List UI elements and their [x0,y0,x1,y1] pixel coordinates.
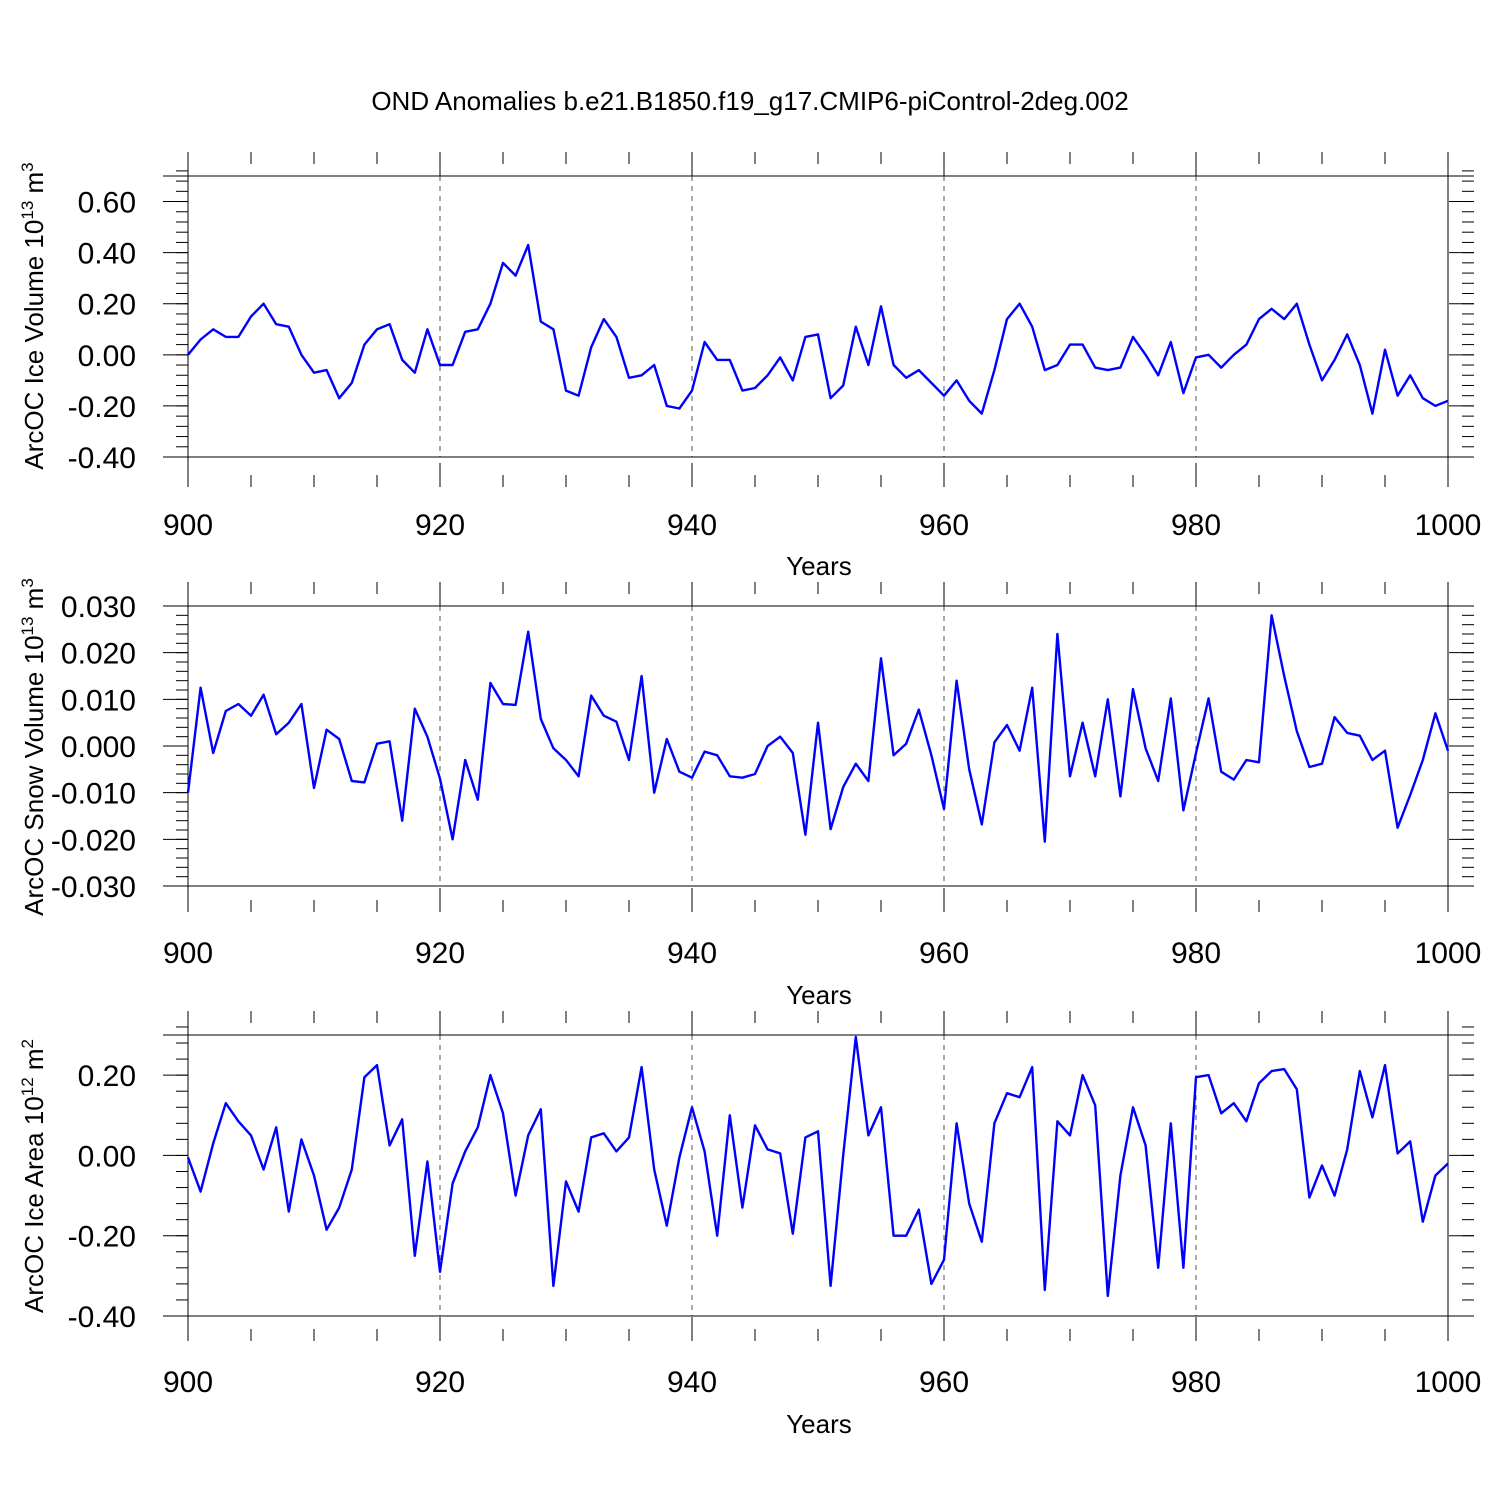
x-tick-label: 980 [1171,509,1221,542]
x-tick-label: 900 [163,509,213,542]
x-axis-label: Years [786,980,852,1010]
y-tick-label: -0.030 [51,871,136,904]
y-axis-label: ArcOC Ice Volume 1013 m3 [18,162,49,469]
y-axis-label: ArcOC Snow Volume 1013 m3 [18,578,49,916]
y-axis-label: ArcOC Ice Area 1012 m2 [18,1039,49,1313]
series-line [186,1035,1449,1298]
chart-panel-2: -0.030 -0.020 -0.010 0.000 0.010 0.020 0.030 90… [18,578,1481,1010]
x-tick-label: 940 [667,1366,717,1399]
y-tick-label: 0.00 [78,1140,136,1173]
series-line [186,614,1450,843]
y-tick-label: 0.40 [78,238,136,271]
y-tick-label: 0.000 [61,731,136,764]
x-tick-label: 980 [1171,937,1221,970]
x-tick-label: 980 [1171,1366,1221,1399]
y-tick-label: 0.20 [78,289,136,322]
x-tick-label: 940 [667,937,717,970]
x-tick-label: 920 [415,509,465,542]
series-line [187,243,1449,415]
x-tick-label: 960 [919,937,969,970]
x-tick-label: 900 [163,1366,213,1399]
chart-panel-1: -0.40 -0.20 0.00 0.20 0.40 0.60 900 920 940 960 98… [18,152,1481,581]
y-tick-label: -0.010 [51,778,136,811]
y-tick-label: 0.60 [78,187,136,220]
y-tick-label: 0.030 [61,591,136,624]
x-tick-label: 1000 [1415,1366,1482,1399]
x-tick-label: 940 [667,509,717,542]
y-tick-label: -0.20 [68,1221,136,1254]
chart-panel-3: -0.40 -0.20 0.00 0.20 900 920 940 960 980 1000 Yea… [18,1011,1481,1439]
y-tick-label: 0.20 [78,1060,136,1093]
y-tick-label: 0.00 [78,340,136,373]
x-tick-label: 1000 [1415,509,1482,542]
x-tick-label: 920 [415,1366,465,1399]
figure-title: OND Anomalies b.e21.B1850.f19_g17.CMIP6-… [371,86,1128,116]
x-tick-label: 960 [919,1366,969,1399]
y-tick-label: 0.020 [61,638,136,671]
y-tick-label: -0.40 [68,1301,136,1334]
x-axis-label: Years [786,1409,852,1439]
y-tick-label: 0.010 [61,684,136,717]
x-tick-label: 920 [415,937,465,970]
x-tick-label: 900 [163,937,213,970]
x-tick-label: 960 [919,509,969,542]
y-tick-label: -0.40 [68,442,136,475]
x-tick-label: 1000 [1415,937,1482,970]
y-tick-label: -0.020 [51,824,136,857]
y-tick-label: -0.20 [68,391,136,424]
x-axis-label: Years [786,551,852,581]
